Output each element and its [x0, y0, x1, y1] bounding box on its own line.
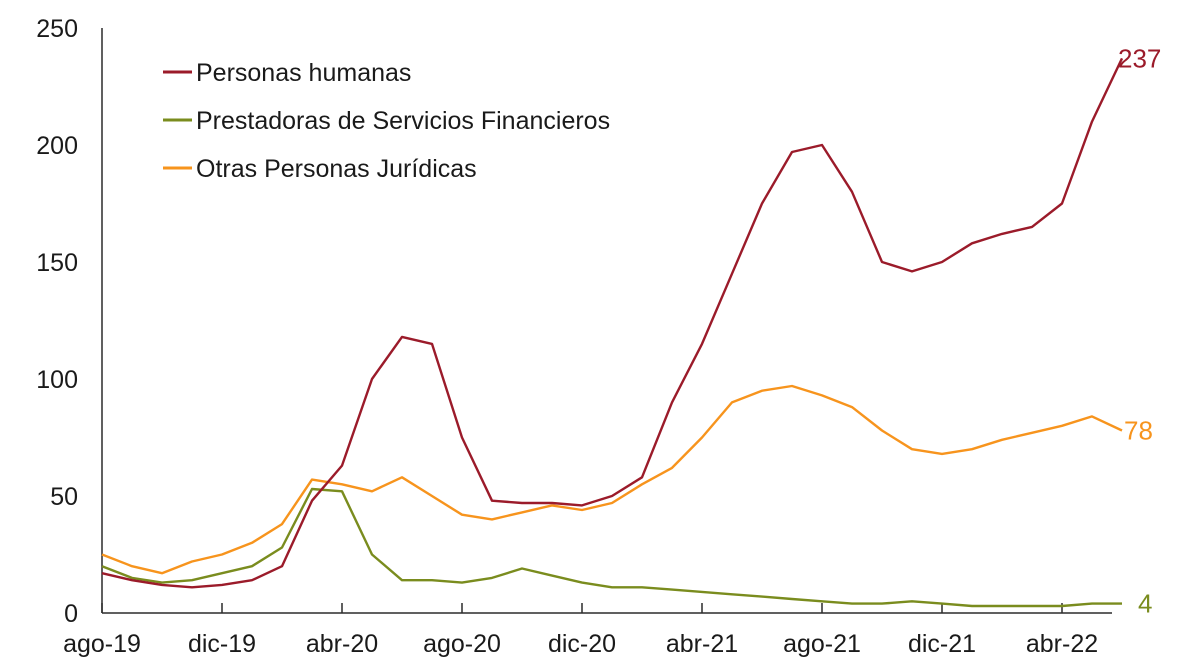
y-tick-label: 100 [36, 366, 78, 394]
x-tick-label: ago-19 [63, 630, 141, 658]
x-tick-marks [101, 603, 1063, 613]
end-label-prestadoras-de-servicios-financieros: 4 [1138, 589, 1152, 619]
end-labels: 237 4 78 [1118, 43, 1161, 618]
x-axis: ago-19 dic-19 abr-20 ago-20 dic-20 abr-2… [63, 603, 1112, 658]
y-tick-label: 200 [36, 132, 78, 160]
y-tick-labels: 0 50 100 150 200 250 [36, 15, 78, 628]
y-tick-label: 250 [36, 15, 78, 43]
legend-label-otras-personas-juridicas: Otras Personas Jurídicas [196, 155, 477, 183]
series-line-personas-humanas [101, 57, 1124, 589]
x-tick-label: dic-21 [908, 630, 976, 658]
end-label-otras-personas-juridicas: 78 [1124, 416, 1153, 446]
legend: Personas humanas Prestadoras de Servicio… [163, 59, 610, 183]
series-lines [101, 57, 1124, 608]
x-tick-label: dic-20 [548, 630, 616, 658]
x-tick-labels: ago-19 dic-19 abr-20 ago-20 dic-20 abr-2… [63, 630, 1098, 658]
x-tick-label: abr-20 [306, 630, 378, 658]
x-tick-label: dic-19 [188, 630, 256, 658]
end-label-personas-humanas: 237 [1118, 43, 1161, 73]
series-line-otras-personas-juridicas [101, 487, 1122, 608]
x-tick-label: ago-21 [783, 630, 861, 658]
x-tick-label: abr-21 [666, 630, 738, 658]
legend-label-prestadoras-de-servicios-financieros: Prestadoras de Servicios Financieros [196, 107, 610, 135]
y-axis: 0 50 100 150 200 250 [36, 15, 103, 628]
legend-label-personas-humanas: Personas humanas [196, 59, 411, 87]
y-tick-label: 150 [36, 249, 78, 277]
y-tick-label: 50 [50, 483, 78, 511]
x-tick-label: ago-20 [423, 630, 501, 658]
y-tick-label: 0 [64, 600, 78, 628]
series-line-prestadoras-de-servicios-financieros [101, 384, 1123, 575]
x-tick-label: abr-22 [1026, 630, 1098, 658]
